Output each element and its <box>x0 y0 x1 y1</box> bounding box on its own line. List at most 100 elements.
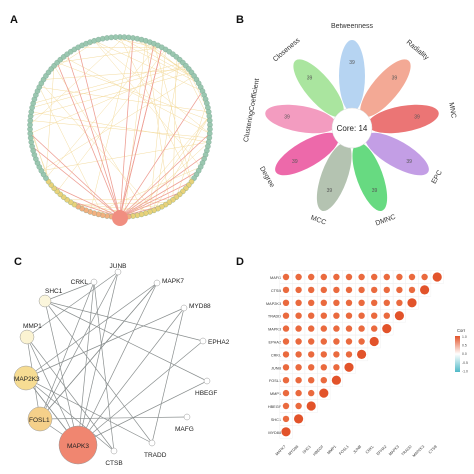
panel-b-petal-value: 39 <box>349 60 355 66</box>
panel-d-row-label: EPHA2 <box>269 341 281 345</box>
panel-c-node-circle <box>199 337 207 345</box>
panel-d-cell-circle <box>308 273 315 281</box>
panel-d-cell-circle <box>282 351 290 358</box>
panel-b-petal-label: Degree <box>258 166 276 189</box>
panel-c-edge <box>77 271 119 446</box>
panel-d-col-label: FOSL1 <box>338 445 349 456</box>
panel-a-edge <box>53 65 146 214</box>
panel-c-node-tradd: TRADD <box>144 439 167 459</box>
panel-a-edge <box>39 86 209 113</box>
panel-d-legend-title: Corr <box>457 328 466 333</box>
panel-c-edge <box>25 377 153 444</box>
panel-d-cell-circle <box>394 311 404 321</box>
panel-d-cell-circle <box>333 312 340 319</box>
panel-a-hub-edge <box>66 54 121 218</box>
panel-c-node-circle <box>13 365 39 391</box>
panel-d-cell-circle <box>408 286 416 294</box>
panel-d-cell-circle <box>295 273 302 281</box>
panel-d-cell-circle <box>295 286 302 294</box>
panel-d-cell-circle <box>295 402 302 410</box>
panel-a-edge <box>30 72 192 117</box>
panel-d-cell-circle <box>371 312 378 319</box>
panel-a-edge <box>45 65 55 179</box>
panel-d-cell-circle <box>383 312 390 319</box>
panel-c-node-label: MAPK3 <box>67 443 89 450</box>
panel-d-legend-tick: -1.0 <box>462 369 468 373</box>
panel-d-cell-circle <box>281 427 291 437</box>
panel-d-correlation-matrix: MAFGCTSBMAP2K3TRADDMAPK3EPHA2CRKLJUNBFOS… <box>266 270 468 458</box>
panel-a-edges <box>29 36 211 218</box>
panel-d-cell-circle <box>282 415 290 423</box>
panel-c-edge <box>25 282 158 379</box>
panel-d-cell-circle <box>320 351 327 358</box>
panel-a-edge <box>145 40 170 203</box>
panel-d-cell-circle <box>320 377 327 384</box>
panel-b-petal-value: 39 <box>372 188 378 194</box>
panel-d-cell-circle <box>358 338 365 345</box>
panel-c-node-label: CRKL <box>71 279 89 286</box>
panel-d-cell-circle <box>308 325 315 332</box>
panel-b-petal-label: Radiality <box>405 39 430 62</box>
panel-c-node-label: MAFG <box>175 426 194 433</box>
panel-a-hub-edge <box>119 47 163 218</box>
panel-c-node-crkl: CRKL <box>71 278 98 286</box>
panel-a-hub-edge <box>29 133 121 218</box>
panel-a-edge <box>94 204 166 214</box>
panel-d-cell-circle <box>382 324 392 334</box>
panel-a-edge <box>39 87 103 216</box>
panel-c-node-circle <box>203 377 211 385</box>
panel-c-edge <box>26 336 79 446</box>
panel-c-edge <box>26 336 115 452</box>
panel-a-edge <box>111 37 199 84</box>
panel-d-cell-circle <box>295 364 302 371</box>
panel-a-edge <box>32 65 186 108</box>
panel-d-cell-circle <box>294 414 304 424</box>
panel-a-edge <box>29 129 52 186</box>
panel-d-cell-circle <box>320 364 327 371</box>
panel-c-edge <box>25 377 115 452</box>
panel-c-edge <box>77 307 185 446</box>
panel-c-edge <box>39 416 188 420</box>
panel-d-col-label: HBEGF <box>312 444 325 457</box>
panel-d-cell-circle <box>308 286 315 294</box>
panel-c-node-circle <box>180 304 188 312</box>
panel-a-hub-edge <box>119 43 155 218</box>
panel-c-node-junb: JUNB <box>110 263 126 276</box>
panel-d-legend-tick: 1.0 <box>462 335 467 339</box>
panel-d-cell <box>342 360 356 374</box>
panel-d-legend: Corr 1.0 0.5 0.0 -0.5 -1.0 <box>455 328 468 373</box>
panel-d-cell-circle <box>369 336 379 347</box>
panel-d-cell-circle <box>358 286 365 294</box>
panel-b-petal-shape <box>365 132 429 176</box>
panel-c-node-circle <box>38 294 52 308</box>
panel-c-node-mapk3: MAPK3 <box>58 425 98 465</box>
panel-a-hub-edge <box>119 133 211 218</box>
panel-b-center-text: Core: 14 <box>337 124 368 133</box>
panel-a-hub-edge <box>119 37 134 218</box>
panel-d-col-label: MYD88 <box>288 445 300 457</box>
panel-d-cell-circle <box>345 351 353 358</box>
panel-c-node-circle <box>148 439 156 447</box>
panel-a-edge <box>41 75 195 171</box>
panel-d-cell-circle <box>358 312 365 319</box>
panel-d-cell-circle <box>345 299 353 306</box>
panel-b-petal-label: ClusteringCoefficient <box>243 78 261 143</box>
panel-d-cell <box>392 309 406 323</box>
panel-d-row-label: MAFG <box>270 276 281 280</box>
panel-a-edge <box>30 65 187 134</box>
panel-d-cell <box>418 283 432 297</box>
panel-a-edge <box>119 36 192 182</box>
panel-a-edge <box>137 38 197 80</box>
panel-d-cell-circle <box>333 286 340 294</box>
panel-d-cell-circle <box>295 389 302 397</box>
panel-b-petal-value: 39 <box>414 115 420 121</box>
panel-d-col-label: MAP2K3 <box>412 445 425 458</box>
panel-d-cell-circle <box>333 273 340 281</box>
panel-d-row-label: JUNB <box>271 366 281 370</box>
panel-d-legend-bar <box>455 336 460 372</box>
panel-d-cell-circle <box>282 402 290 410</box>
panel-b-petal-value: 39 <box>406 159 412 165</box>
panel-d-cell-circle <box>383 273 390 281</box>
panel-a-edge <box>56 49 166 192</box>
panel-c-edge <box>77 282 158 446</box>
